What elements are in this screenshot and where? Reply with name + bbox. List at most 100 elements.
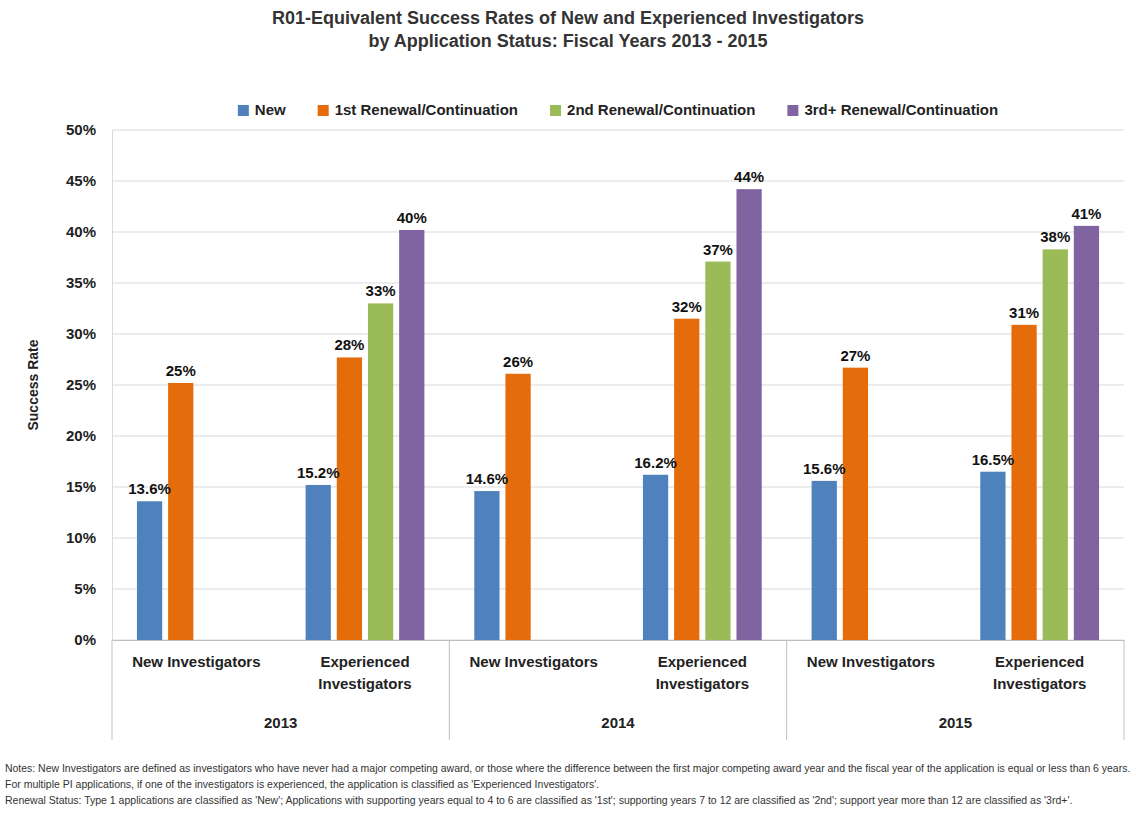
- legend-label: New: [255, 101, 286, 118]
- x-group-label: 2014: [601, 714, 635, 731]
- y-axis-title: Success Rate: [25, 339, 41, 430]
- y-axis-line: [112, 131, 113, 641]
- bar: [137, 501, 162, 640]
- bar: [474, 491, 499, 640]
- data-label: 15.2%: [297, 464, 340, 481]
- bar: [980, 472, 1005, 640]
- y-tick-label: 20%: [66, 427, 96, 444]
- title-line: by Application Status: Fiscal Years 2013…: [368, 31, 767, 51]
- bar: [1043, 249, 1068, 640]
- grid-line: [112, 130, 1124, 131]
- x-tick-label: ExperiencedInvestigators: [656, 653, 749, 693]
- y-tick: 50%: [66, 121, 112, 138]
- data-label: 31%: [1009, 304, 1039, 321]
- series: [399, 189, 1099, 640]
- data-label: 40%: [397, 209, 427, 226]
- series: [137, 472, 1006, 640]
- x-tick-label: New Investigators: [807, 653, 935, 670]
- data-label: 41%: [1071, 205, 1101, 222]
- bar: [306, 485, 331, 640]
- y-tick: 0%: [74, 631, 112, 648]
- legend: New 1st Renewal/Continuation 2nd Renewal/C…: [238, 101, 998, 118]
- bar: [168, 383, 193, 640]
- legend-swatch: [787, 105, 798, 116]
- grid-line: [112, 640, 1124, 641]
- y-tick: 5%: [74, 580, 112, 597]
- grid-line: [112, 436, 1124, 437]
- bar: [843, 368, 868, 640]
- note: For multiple PI applications, if one of …: [5, 778, 599, 790]
- data-label: 33%: [366, 282, 396, 299]
- legend-swatch: [238, 105, 249, 116]
- y-tick: 10%: [66, 529, 112, 546]
- data-label: 14.6%: [466, 470, 509, 487]
- data-label: 25%: [166, 362, 196, 379]
- x-tick-label: New Investigators: [132, 653, 260, 670]
- y-tick: 15%: [66, 478, 112, 495]
- grid-line: [112, 334, 1124, 335]
- grid-line: [112, 538, 1124, 539]
- x-axis-line: [113, 640, 1125, 641]
- y-tick: 20%: [66, 427, 112, 444]
- bar: [1074, 226, 1099, 640]
- title: R01-Equivalent Success Rates of New and …: [272, 8, 864, 51]
- title-line: R01-Equivalent Success Rates of New and …: [272, 8, 864, 28]
- legend-swatch: [550, 105, 561, 116]
- y-tick-label: 50%: [66, 121, 96, 138]
- grid-line: [112, 181, 1124, 182]
- bar: [1011, 325, 1036, 640]
- data-label: 16.2%: [634, 454, 677, 471]
- x-tick: ExperiencedInvestigators: [993, 640, 1086, 692]
- data-label: 13.6%: [128, 480, 171, 497]
- data-label: 32%: [672, 298, 702, 315]
- y-tick-label: 5%: [74, 580, 96, 597]
- y-tick-label: 15%: [66, 478, 96, 495]
- data-label: 44%: [734, 168, 764, 185]
- data-label: 28%: [334, 336, 364, 353]
- y-tick: 25%: [66, 376, 112, 393]
- series: [168, 319, 1037, 640]
- x-tick-label: New Investigators: [469, 653, 597, 670]
- group-divider: [1124, 640, 1125, 740]
- series: [368, 249, 1068, 640]
- bar: [643, 475, 668, 640]
- grid: [112, 130, 1124, 640]
- chart: R01-Equivalent Success Rates of New and …: [0, 0, 1136, 823]
- x-tick-label: ExperiencedInvestigators: [993, 653, 1086, 693]
- y-tick-label: 35%: [66, 274, 96, 291]
- group-divider: [786, 640, 787, 740]
- grid-line: [112, 232, 1124, 233]
- legend-label: 2nd Renewal/Continuation: [567, 101, 755, 118]
- y-tick-label: 30%: [66, 325, 96, 342]
- x-tick: New Investigators: [807, 640, 935, 670]
- note: Notes: New Investigators are defined as …: [5, 763, 1130, 774]
- bar: [505, 374, 530, 640]
- legend-label: 1st Renewal/Continuation: [335, 101, 518, 118]
- legend-item: 3rd+ Renewal/Continuation: [787, 101, 998, 118]
- bars: [137, 189, 1099, 640]
- grid-line: [112, 487, 1124, 488]
- x-tick: New Investigators: [469, 640, 597, 670]
- x-groups: 201320142015: [112, 640, 1124, 740]
- y-tick-label: 0%: [74, 631, 96, 648]
- x-tick-label: ExperiencedInvestigators: [318, 653, 411, 693]
- x-tick-label-line: Experienced: [658, 653, 747, 670]
- x-tick-label-line: Investigators: [993, 675, 1086, 692]
- bar: [399, 230, 424, 640]
- bar: [368, 303, 393, 640]
- x-tick: ExperiencedInvestigators: [656, 640, 749, 692]
- data-label: 16.5%: [972, 451, 1015, 468]
- x-axis: New InvestigatorsExperiencedInvestigator…: [113, 640, 1125, 692]
- legend-item: 2nd Renewal/Continuation: [550, 101, 755, 118]
- grid-line: [112, 589, 1124, 590]
- data-label: 26%: [503, 353, 533, 370]
- bar: [705, 262, 730, 640]
- bar: [674, 319, 699, 640]
- y-tick: 30%: [66, 325, 112, 342]
- bar: [736, 189, 761, 640]
- data-label: 27%: [840, 347, 870, 364]
- y-tick-label: 10%: [66, 529, 96, 546]
- y-axis: 0%5%10%15%20%25%30%35%40%45%50%: [66, 121, 113, 648]
- x-tick-label-line: Investigators: [318, 675, 411, 692]
- y-tick-label: 25%: [66, 376, 96, 393]
